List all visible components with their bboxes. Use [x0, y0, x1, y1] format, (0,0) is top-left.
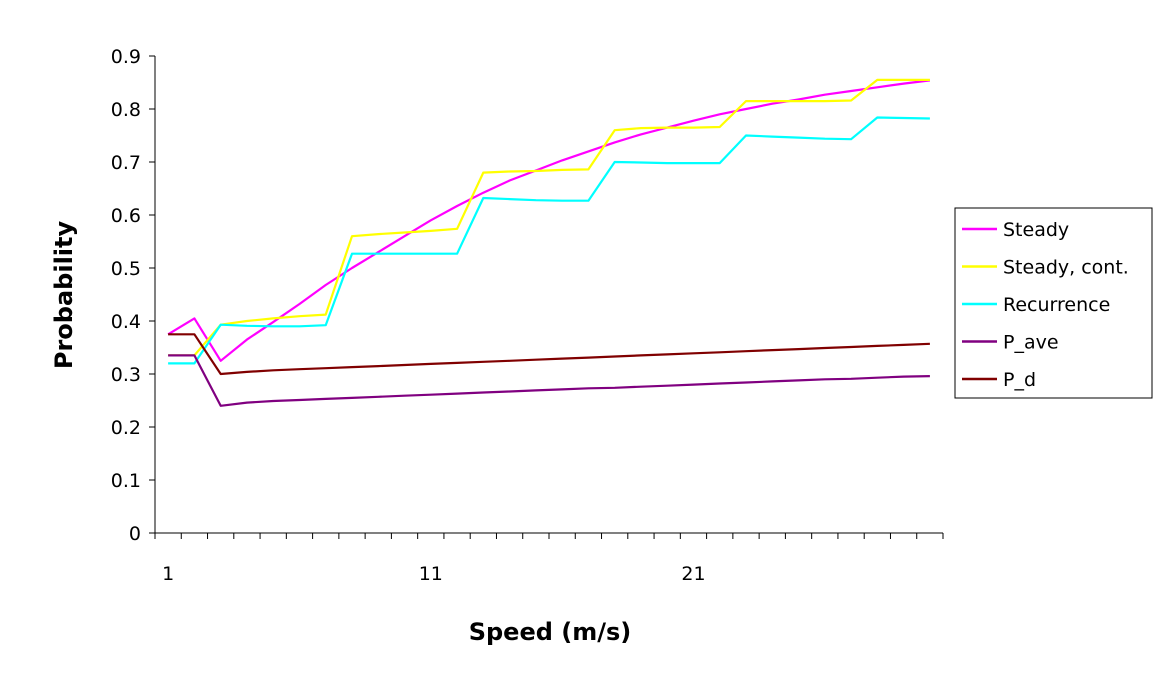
- y-tick-label: 0.1: [111, 470, 141, 492]
- legend: Steady Steady, cont. Recurrence P_ave P_d: [954, 207, 1153, 399]
- y-tick-label: 0.2: [111, 417, 141, 439]
- y-tick-label: 0.6: [111, 205, 141, 227]
- legend-label-steady-cont: Steady, cont.: [1003, 257, 1129, 279]
- y-tick-label: 0: [129, 523, 141, 545]
- legend-label-recurrence: Recurrence: [1003, 294, 1110, 316]
- y-tick-label: 0.8: [111, 99, 141, 121]
- y-tick-label: 0.3: [111, 364, 141, 386]
- series-line-p-ave: [168, 354, 930, 407]
- y-tick-label: 0.5: [111, 258, 141, 280]
- x-tick-label: 1: [162, 563, 174, 585]
- x-axis: 1 11 21: [154, 532, 944, 585]
- legend-label-steady: Steady: [1003, 219, 1069, 241]
- series-line-steady: [167, 79, 931, 362]
- series-layer: [167, 78, 931, 407]
- series-line-p-d: [168, 333, 930, 376]
- series-line-steady-cont: [168, 78, 930, 357]
- x-tick-label: 11: [419, 563, 443, 585]
- legend-label-p-ave: P_ave: [1003, 332, 1059, 354]
- y-tick-label: 0.9: [111, 46, 141, 68]
- y-axis-title: Probability: [50, 221, 78, 370]
- y-axis: 0 0.1 0.2 0.3 0.4 0.5 0.6 0.7 0.8 0.9: [111, 46, 156, 545]
- legend-label-p-d: P_d: [1003, 369, 1036, 391]
- y-tick-label: 0.7: [111, 152, 141, 174]
- x-axis-title: Speed (m/s): [469, 618, 632, 646]
- x-tick-label: 21: [681, 563, 705, 585]
- series-line-recurrence: [168, 116, 930, 365]
- y-tick-label: 0.4: [111, 311, 141, 333]
